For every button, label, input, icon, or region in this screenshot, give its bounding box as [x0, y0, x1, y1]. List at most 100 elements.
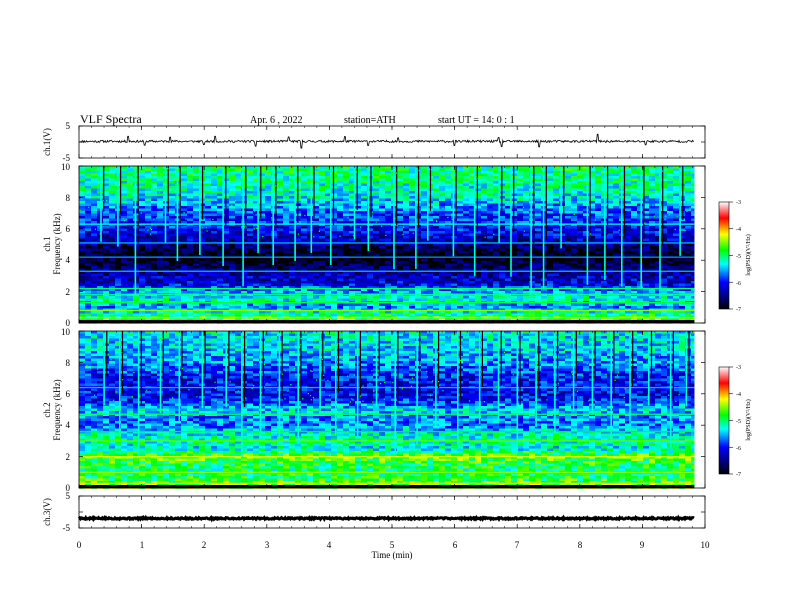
spectrogram-cell	[421, 238, 427, 242]
spectrogram-cell	[637, 248, 643, 252]
spectrogram-cell	[247, 281, 253, 284]
spectrogram-cell	[253, 228, 259, 232]
spectrogram-cell	[631, 231, 637, 234]
spectrogram-cell	[307, 196, 313, 199]
spectrogram-cell	[337, 181, 343, 184]
spectrogram-cell	[169, 176, 175, 179]
spectrogram-cell	[301, 246, 307, 249]
spectrogram-cell	[649, 243, 655, 247]
spectrogram-cell	[85, 203, 91, 207]
spectrogram-cell	[373, 278, 379, 282]
spectrogram-cell	[325, 281, 331, 284]
spectrogram-cell	[667, 236, 673, 239]
spectrogram-cell	[517, 261, 523, 264]
spectrogram-cell	[487, 178, 493, 182]
spectrogram-cell	[121, 171, 127, 174]
spectrogram-cell	[193, 213, 199, 217]
spectrogram-cell	[643, 266, 649, 269]
spectrogram-cell	[265, 176, 271, 179]
spectrogram-cell	[265, 206, 271, 209]
spectrogram-cell	[583, 251, 589, 254]
spectrogram-cell	[241, 173, 247, 177]
spectrogram-cell	[229, 211, 235, 214]
spectrogram-cell	[295, 251, 301, 254]
spectrogram-cell	[439, 176, 445, 179]
spectrogram-cell	[415, 253, 421, 257]
spectrogram-cell	[277, 193, 283, 197]
spectrogram-cell	[277, 226, 283, 229]
spectrogram-cell	[343, 193, 349, 197]
spectrogram-cell	[193, 236, 199, 239]
spectrogram-cell	[685, 201, 691, 204]
spectrogram-cell	[457, 273, 463, 277]
spectrogram-cell	[481, 206, 487, 209]
spectrogram-cell	[307, 261, 313, 264]
spectrogram-cell	[229, 246, 235, 249]
spectrogram-cell	[631, 166, 637, 169]
spectrogram-cell	[649, 246, 655, 249]
spectrogram-cell	[97, 276, 103, 279]
spectrogram-cell	[241, 171, 247, 174]
spectrogram-cell	[373, 191, 379, 194]
spectrogram-cell	[205, 233, 211, 237]
spectrogram-cell	[631, 193, 637, 197]
spectrogram-cell	[583, 261, 589, 264]
spectrogram-cell	[463, 248, 469, 252]
spectrogram-cell	[589, 268, 595, 272]
spectrogram-cell	[277, 191, 283, 194]
spectrogram-cell	[241, 206, 247, 209]
spectrogram-cell	[571, 238, 577, 242]
spectrogram-cell	[319, 248, 325, 252]
spectrogram-cell	[109, 216, 115, 219]
spectrogram-cell	[397, 201, 403, 204]
spectrogram-cell	[451, 271, 457, 274]
spectrogram-cell	[301, 173, 307, 177]
spectrogram-cell	[547, 171, 553, 174]
spectrogram-cell	[361, 223, 367, 227]
spectrogram-cell	[607, 201, 613, 204]
spectrogram-cell	[283, 263, 289, 267]
spectrogram-cell	[277, 246, 283, 249]
spectrogram-cell	[253, 211, 259, 214]
spectrogram-cell	[289, 186, 295, 189]
spectrogram-cell	[463, 271, 469, 274]
spectrogram-cell	[349, 216, 355, 219]
spectrogram-cell	[295, 223, 301, 227]
spectrogram-cell	[493, 191, 499, 194]
spectrogram-cell	[625, 246, 631, 249]
spectrogram-cell	[217, 233, 223, 237]
spectrogram-cell	[343, 171, 349, 174]
spectrogram-cell	[349, 221, 355, 224]
spectrogram-cell	[259, 218, 265, 222]
spectrogram-cell	[319, 173, 325, 177]
spectrogram-cell	[241, 201, 247, 204]
spectrogram-cell	[607, 188, 613, 192]
spectrogram-cell	[103, 193, 109, 197]
spectrogram-cell	[151, 216, 157, 219]
spectrogram-cell	[433, 221, 439, 224]
spectrogram-cell	[559, 178, 565, 182]
spectrogram-cell	[403, 196, 409, 199]
spectrogram-cell	[421, 276, 427, 279]
spectrogram-cell	[439, 236, 445, 239]
spectrogram-cell	[469, 211, 475, 214]
spectrogram-cell	[631, 186, 637, 189]
spectrogram-cell	[97, 173, 103, 177]
spectrogram-cell	[631, 168, 637, 172]
spectrogram-cell	[613, 236, 619, 239]
spectrogram-cell	[589, 201, 595, 204]
spectrogram-cell	[613, 168, 619, 172]
spectrogram-cell	[253, 266, 259, 269]
spectrogram-cell	[337, 173, 343, 177]
spectrogram-cell	[109, 248, 115, 252]
spectrogram-cell	[229, 278, 235, 282]
spectrogram-cell	[463, 221, 469, 224]
spectrogram-cell	[313, 203, 319, 207]
spectrogram-cell	[499, 266, 505, 269]
spectrogram-cell	[685, 186, 691, 189]
spectrogram-cell	[361, 266, 367, 269]
spectrogram-cell	[145, 273, 151, 277]
spectrogram-cell	[553, 251, 559, 254]
spectrogram-cell	[415, 268, 421, 272]
spectrogram-cell	[655, 198, 661, 202]
